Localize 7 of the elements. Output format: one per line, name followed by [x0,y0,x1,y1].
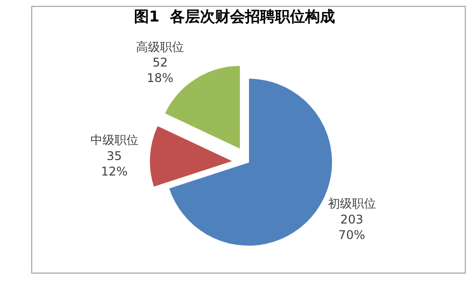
slice-label: 初级职位 [328,196,376,211]
slice-label: 中级职位 [90,133,138,148]
data-label: 35 12% [100,148,128,178]
slice-label: 高级职位 [136,40,184,54]
data-label: 52 18% [146,55,174,85]
chart-title: 图1 各层次财会招聘职位构成 [134,8,335,26]
data-label: 203 70% [338,212,366,242]
